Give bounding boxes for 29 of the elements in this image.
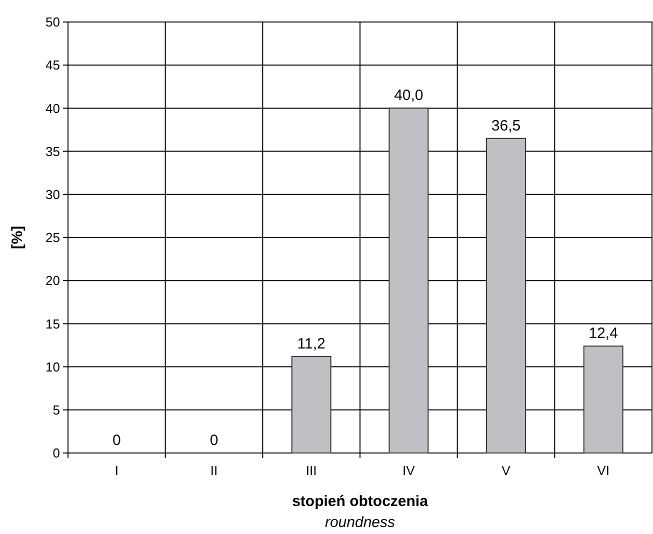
data-label: 0 xyxy=(112,432,121,449)
x-tick-label: III xyxy=(306,463,317,478)
data-label: 11,2 xyxy=(297,335,326,352)
y-tick-label: 35 xyxy=(46,144,60,159)
x-tick-label: II xyxy=(210,463,218,478)
y-tick-label: 40 xyxy=(46,100,60,116)
y-tick-label: 45 xyxy=(46,58,60,73)
bar xyxy=(486,138,526,454)
y-tick-label: 20 xyxy=(46,273,60,288)
x-tick-label: V xyxy=(502,463,511,478)
y-tick-label: 0 xyxy=(52,446,60,461)
data-label: 0 xyxy=(210,432,218,449)
data-label: 12,4 xyxy=(588,325,618,342)
bar xyxy=(291,356,332,454)
y-tick-label: 30 xyxy=(46,186,60,202)
y-tick-label: 10 xyxy=(46,359,60,374)
y-tick-label: 25 xyxy=(46,230,60,246)
y-tick-label: 15 xyxy=(46,316,60,332)
bar xyxy=(388,108,429,454)
y-tick-label: 50 xyxy=(46,14,60,30)
data-label: 40,0 xyxy=(394,87,424,104)
x-tick-label: VI xyxy=(597,463,610,478)
y-tick-label: 5 xyxy=(52,402,60,418)
bar xyxy=(583,346,624,454)
y-axis-title: [%] xyxy=(9,226,26,250)
x-tick-label: I xyxy=(114,463,118,478)
x-axis-title: stopień obtoczenia roundness xyxy=(292,493,429,531)
data-label: 36,5 xyxy=(491,117,521,134)
x-tick-label: IV xyxy=(402,463,416,478)
